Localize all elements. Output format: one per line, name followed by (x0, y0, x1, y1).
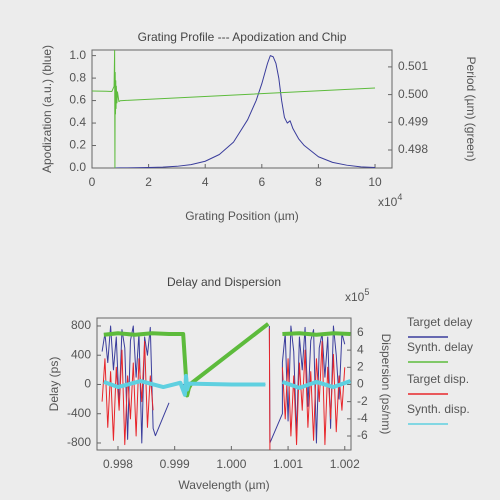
y-tick-label: -800 (67, 435, 91, 449)
y2-tick-label: 0.498 (398, 142, 428, 156)
series-line (92, 50, 376, 168)
x-tick-label: 10 (368, 175, 382, 189)
legend-label: Target delay (407, 315, 472, 329)
x-tick-label: 4 (202, 175, 209, 189)
y-tick-label: -400 (67, 406, 91, 420)
multiplier-exponent: 4 (397, 192, 402, 202)
y2-tick-label: 0 (357, 377, 364, 391)
x-tick-label: 1.001 (273, 457, 303, 471)
y-axis-label: Apodization (a.u.) (blue) (40, 45, 54, 173)
series-line (114, 55, 376, 168)
y2-tick-label: 6 (357, 325, 364, 339)
x-tick-label: 8 (315, 175, 322, 189)
y2-tick-label: -4 (357, 411, 368, 425)
y-tick-label: 0.4 (69, 115, 86, 129)
x-tick-label: 0.999 (160, 457, 190, 471)
x-tick-label: 1.000 (216, 457, 246, 471)
multiplier-exponent: 5 (364, 287, 369, 297)
y2-tick-label: 0.499 (398, 114, 428, 128)
y2-axis-label: Dispersion (ps/nm) (379, 334, 393, 435)
x-tick-label: 1.002 (330, 457, 360, 471)
series-line (101, 328, 346, 450)
chart-title: Delay and Dispersion (167, 275, 281, 289)
multiplier-base: x10 (345, 290, 365, 304)
y-axis-label: Delay (ps) (47, 357, 61, 412)
y-tick-label: 0.8 (69, 70, 86, 84)
y2-tick-label: 2 (357, 359, 364, 373)
y-tick-label: 400 (71, 347, 91, 361)
y-tick-label: 1.0 (69, 48, 86, 62)
y2-tick-label: -6 (357, 428, 368, 442)
x-tick-label: 2 (145, 175, 152, 189)
legend-label: Synth. disp. (407, 402, 470, 416)
y-tick-label: 800 (71, 318, 91, 332)
y-tick-label: 0.2 (69, 138, 86, 152)
legend-label: Target disp. (407, 372, 469, 386)
y2-tick-label: -2 (357, 394, 368, 408)
series-line (103, 373, 351, 397)
multiplier-base: x10 (378, 195, 398, 209)
legend-label: Synth. delay (407, 340, 473, 354)
y-tick-label: 0.6 (69, 93, 86, 107)
axis-multiplier: x104 (378, 192, 402, 209)
axis-multiplier: x105 (345, 287, 369, 304)
y2-tick-label: 4 (357, 342, 364, 356)
x-axis-label: Grating Position (µm) (185, 209, 299, 223)
y2-tick-label: 0.500 (398, 87, 428, 101)
x-tick-label: 0.998 (103, 457, 133, 471)
y2-axis-label: Period (µm) (green) (464, 57, 478, 162)
x-axis-label: Wavelength (µm) (178, 478, 269, 492)
y2-tick-label: 0.501 (398, 59, 428, 73)
chart-title: Grating Profile --- Apodization and Chip (138, 30, 347, 44)
y-tick-label: 0.0 (69, 160, 86, 174)
x-tick-label: 6 (258, 175, 265, 189)
y-tick-label: 0 (84, 377, 91, 391)
x-tick-label: 0 (89, 175, 96, 189)
plot-frame (91, 49, 393, 169)
